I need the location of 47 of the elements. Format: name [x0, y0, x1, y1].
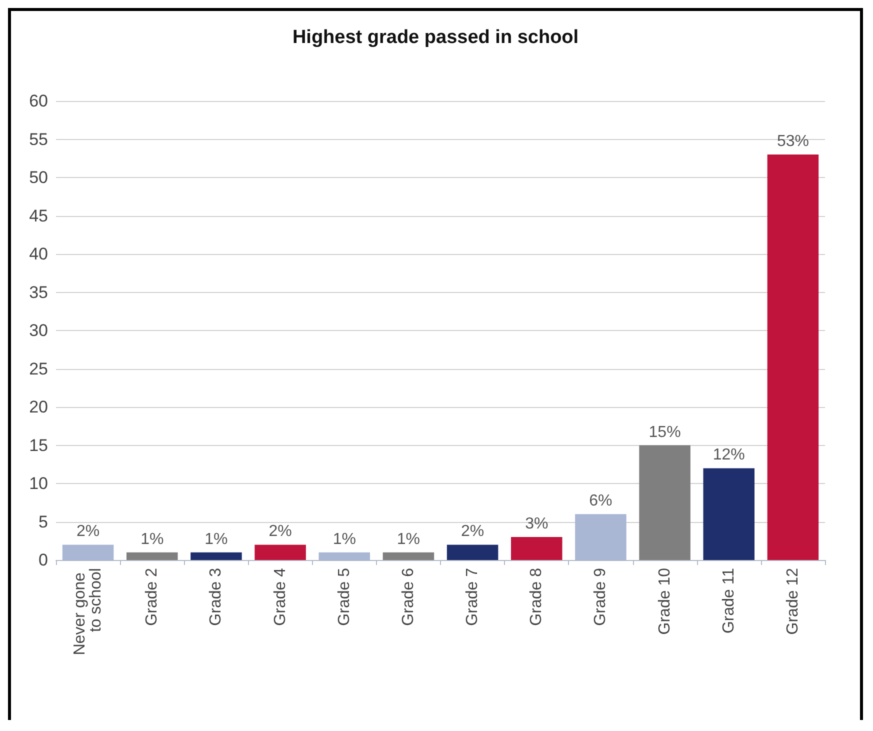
data-label: 1%	[140, 530, 164, 548]
bar	[639, 445, 690, 560]
bar	[767, 154, 819, 560]
y-tick-label: 45	[29, 206, 48, 226]
data-label: 15%	[648, 424, 681, 441]
chart-title: Highest grade passed in school	[292, 27, 579, 48]
y-tick-label: 20	[29, 398, 48, 416]
data-label: 2%	[268, 523, 292, 540]
data-label: 2%	[76, 523, 100, 540]
x-tick-label: Grade 3	[208, 568, 225, 626]
bar	[510, 537, 562, 560]
x-tick-label: Grade 9	[592, 568, 610, 626]
data-label: 12%	[712, 446, 745, 464]
y-tick-label: 50	[29, 168, 48, 187]
data-label: 2%	[460, 523, 484, 540]
y-tick-label: 30	[29, 321, 48, 340]
bar	[382, 552, 434, 560]
x-tick-label: Grade 6	[400, 568, 417, 626]
y-tick-label: 55	[29, 130, 48, 149]
y-tick-label: 25	[29, 359, 48, 378]
bar	[703, 468, 755, 560]
data-label: 1%	[204, 530, 228, 548]
x-tick-label: Grade 7	[464, 568, 482, 626]
y-tick-label: 60	[29, 92, 48, 110]
data-label: 3%	[525, 516, 548, 533]
x-tick-label: Grade 10	[656, 568, 674, 635]
y-tick-label: 5	[38, 512, 48, 532]
y-tick-label: 10	[29, 474, 48, 493]
bar	[446, 544, 498, 560]
x-tick-label: Grade 8	[528, 568, 546, 626]
bar	[254, 544, 306, 560]
x-tick-label: Grade 2	[144, 568, 161, 626]
bar	[126, 552, 178, 560]
data-label: 1%	[396, 530, 420, 548]
y-tick-label: 0	[38, 550, 48, 570]
x-tick-label: Never gone to school	[72, 568, 105, 656]
data-label: 6%	[589, 492, 612, 510]
data-label: 1%	[332, 530, 356, 548]
x-tick-label: Grade 11	[720, 568, 738, 634]
y-tick-label: 40	[29, 244, 48, 264]
data-label: 53%	[776, 133, 809, 150]
x-tick-label: Grade 5	[336, 568, 353, 626]
bar	[190, 552, 242, 560]
x-tick-label: Grade 12	[784, 568, 802, 635]
y-tick-label: 15	[29, 436, 48, 455]
x-tick-label: Grade 4	[272, 568, 289, 626]
y-tick-label: 35	[29, 282, 48, 302]
